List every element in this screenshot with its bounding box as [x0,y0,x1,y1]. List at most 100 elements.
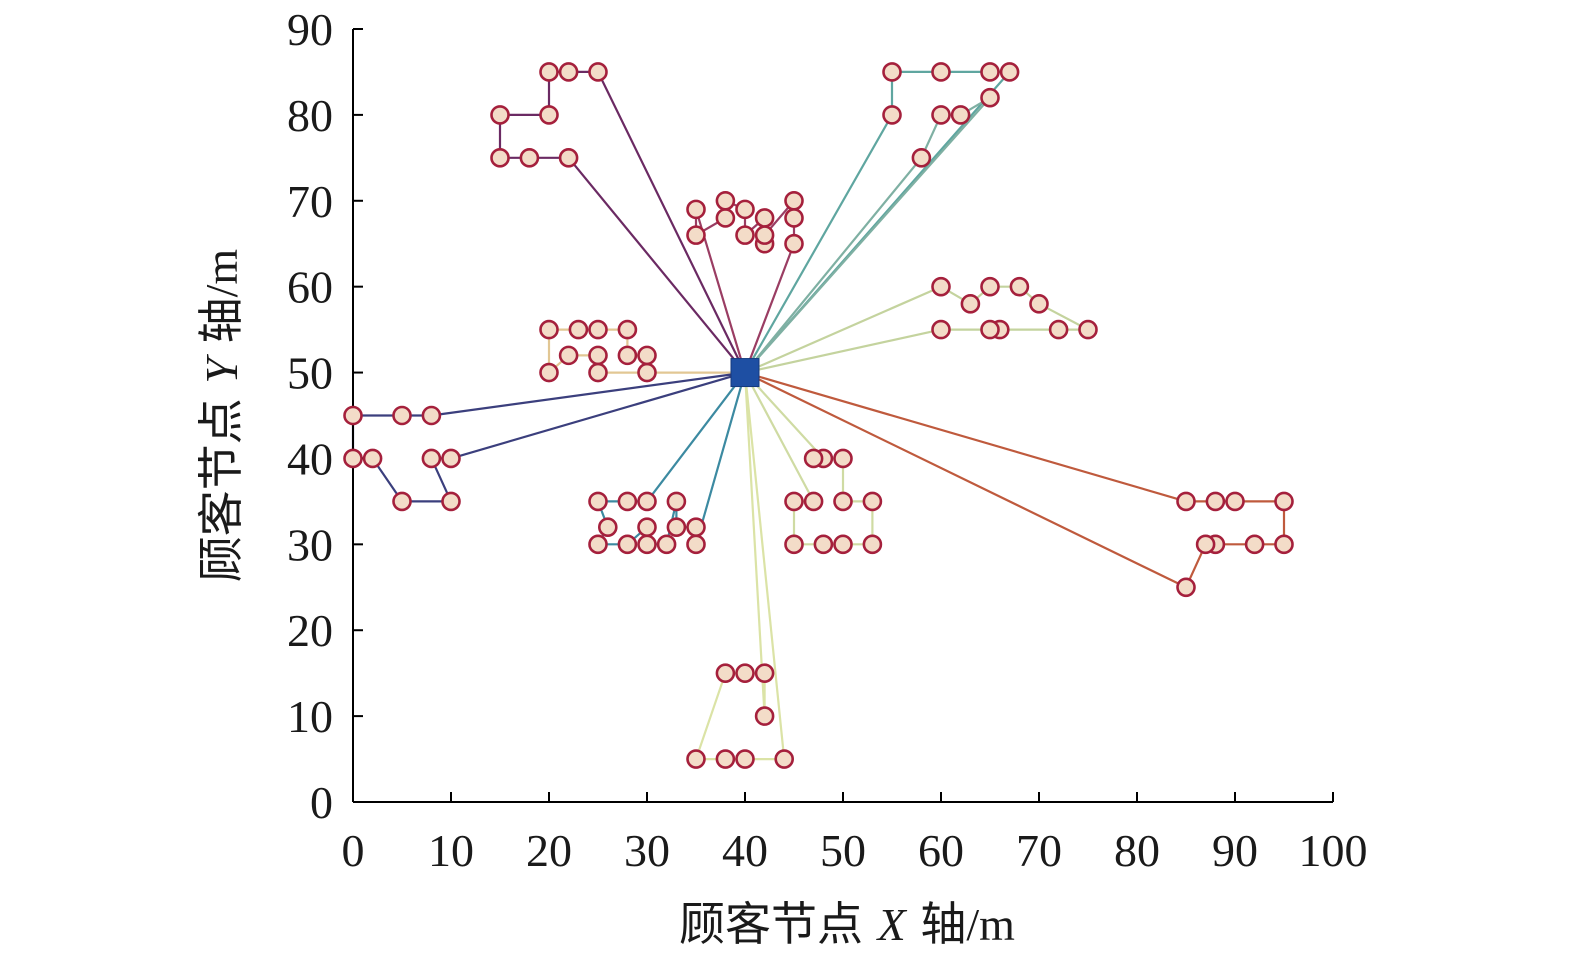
customer-node [343,448,363,469]
customer-node [774,749,795,769]
customer-node [1274,534,1294,555]
customer-node [343,405,363,426]
customer-node [715,749,736,769]
customer-node [803,491,824,512]
customer-node [754,208,775,228]
y-axis-title: 顾客节点 Y 轴/m [194,249,248,583]
y-ticks: 0 10 20 30 40 50 60 70 80 90 [287,4,363,828]
customer-node [862,534,883,555]
customer-node [803,448,824,469]
customer-node [656,534,677,555]
customer-node [931,276,951,297]
customer-node [950,105,971,125]
axes: 0 10 20 30 40 50 60 70 80 90 100 0 10 20 30 40 50 60 70 80… [287,4,1368,876]
customer-node [539,362,559,383]
customer-node [1205,491,1226,512]
x-axis-title: 顾客节点 X 轴/m [679,897,1015,951]
customer-node [558,148,579,168]
customer-node [597,517,618,537]
x-tick-label: 90 [1212,825,1258,876]
y-tick-label: 0 [310,777,333,828]
x-axis-title-prefix: 顾客节点 [679,897,878,951]
route-line-1 [498,70,747,374]
customer-nodes [343,62,1294,769]
customer-node [931,105,951,125]
customer-node [637,517,657,537]
customer-node [715,663,736,683]
customer-node [686,534,706,555]
y-tick-label: 90 [287,4,333,55]
customer-node [1244,534,1265,555]
customer-node [980,276,1000,297]
customer-node [715,208,736,228]
customer-node [1029,294,1049,314]
customer-node [519,148,540,168]
route-line-8 [596,371,747,546]
customer-node [931,319,951,340]
customer-node [666,517,687,537]
customer-node [882,105,902,125]
customer-node [421,405,442,426]
customer-node [784,233,804,254]
customer-node [960,294,981,314]
customer-node [754,706,775,726]
x-ticks: 0 10 20 30 40 50 60 70 80 90 100 [342,792,1368,876]
customer-node [637,534,657,555]
customer-node [784,208,804,228]
customer-node [980,87,1000,108]
routes-layer [351,70,1286,761]
x-tick-label: 100 [1299,825,1368,876]
customer-node [1176,491,1196,512]
customer-node [1176,577,1196,598]
y-tick-label: 80 [287,90,333,141]
customer-node [1195,534,1216,555]
customer-node [735,225,755,245]
customer-node [882,62,902,82]
customer-node [862,491,883,512]
y-axis-title-variable: Y [196,354,247,384]
customer-node [754,225,775,245]
customer-node [715,190,736,211]
customer-node [617,345,638,366]
customer-node [558,62,579,82]
x-tick-label: 20 [526,825,572,876]
customer-node [833,491,853,512]
x-axis-title-unit: /m [966,899,1015,950]
customer-node [539,105,559,125]
customer-node [392,405,412,426]
customer-node [617,319,638,340]
customer-node [686,517,706,537]
y-tick-label: 70 [287,176,333,227]
customer-node [637,345,657,366]
depot-layer [730,358,760,388]
customer-node [588,362,608,383]
customer-node [637,491,657,512]
y-tick-label: 50 [287,348,333,399]
x-axis-title-variable: X [876,899,908,950]
route-line-4 [743,96,992,374]
x-tick-label: 70 [1016,825,1062,876]
y-axis-title-prefix: 顾客节点 [194,384,248,583]
x-tick-label: 50 [820,825,866,876]
customer-node [784,190,804,211]
depot-node [730,358,760,388]
customer-node [588,62,608,82]
customer-node [588,491,608,512]
customer-node [441,491,461,512]
y-tick-label: 40 [287,433,333,484]
customer-node [735,663,755,683]
x-tick-label: 10 [428,825,474,876]
customer-node [833,534,853,555]
customer-node [421,448,442,469]
customer-node [637,362,657,383]
customer-node [1225,491,1245,512]
customer-node [686,225,706,245]
customer-node [588,345,608,366]
customer-node [980,62,1000,82]
customer-node [617,491,638,512]
customer-node [686,749,706,769]
customer-node [666,491,687,512]
customer-node [686,199,706,220]
x-tick-label: 40 [722,825,768,876]
